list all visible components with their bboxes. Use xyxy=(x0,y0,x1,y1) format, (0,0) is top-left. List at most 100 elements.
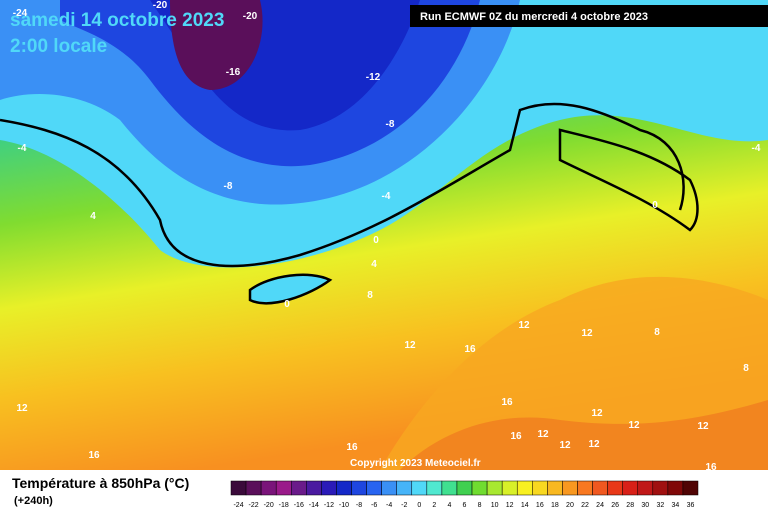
legend-label: 28 xyxy=(626,502,634,509)
contour-label: -4 xyxy=(382,191,391,202)
legend-label: 0 xyxy=(417,502,421,509)
legend-label: -2 xyxy=(401,502,407,509)
zero-isotherm xyxy=(248,273,333,305)
legend-swatch xyxy=(667,480,684,496)
contour-label: 12 xyxy=(581,328,593,339)
contour-label: 0 xyxy=(373,235,379,246)
legend-label: 6 xyxy=(463,502,467,509)
copyright: Copyright 2023 Meteociel.fr xyxy=(350,458,481,469)
legend-label: -18 xyxy=(279,502,289,509)
contour-label: 12 xyxy=(16,403,28,414)
contour-label: -16 xyxy=(226,67,241,78)
zero-isotherm xyxy=(558,128,699,232)
lead-time: (+240h) xyxy=(14,495,53,507)
legend-swatch xyxy=(260,480,277,496)
legend-swatch xyxy=(501,480,518,496)
contour-label: -8 xyxy=(224,181,233,192)
legend-swatch xyxy=(321,480,337,496)
legend-swatch xyxy=(637,480,654,496)
contour-label: -20 xyxy=(243,11,258,22)
contour-label: 16 xyxy=(510,431,522,442)
contour-label: -24 xyxy=(13,8,28,19)
contour-label: 8 xyxy=(367,290,373,301)
legend-swatch xyxy=(516,480,533,496)
contour-label: 0 xyxy=(652,200,658,211)
legend-label: -14 xyxy=(309,502,319,509)
legend-swatch xyxy=(441,480,458,496)
legend-swatch xyxy=(532,480,548,496)
contour-label: -20 xyxy=(153,0,168,11)
legend-label: -12 xyxy=(324,502,334,509)
time: 2:00 locale xyxy=(10,36,107,57)
legend-label: 14 xyxy=(521,502,529,509)
contour-label: 16 xyxy=(501,397,513,408)
legend-label: 30 xyxy=(641,502,649,509)
contour-label: -12 xyxy=(366,72,381,83)
legend-label: -8 xyxy=(356,502,362,509)
contour-label: 12 xyxy=(404,340,416,351)
legend-label: 10 xyxy=(491,502,499,509)
warm-zone xyxy=(400,400,768,470)
legend-label: 8 xyxy=(478,502,482,509)
contour-label: 12 xyxy=(588,439,600,450)
cold-core xyxy=(170,0,263,90)
legend-swatch xyxy=(547,480,563,496)
legend-swatch xyxy=(577,480,593,496)
legend-label: 32 xyxy=(656,502,664,509)
legend-label: 16 xyxy=(536,502,544,509)
run-info: Run ECMWF 0Z du mercredi 4 octobre 2023 xyxy=(420,11,648,23)
legend-swatch xyxy=(652,480,669,496)
legend-swatch xyxy=(426,480,443,496)
contour-label: 16 xyxy=(705,462,717,473)
legend-label: 24 xyxy=(596,502,604,509)
legend-label: 4 xyxy=(447,502,451,509)
contour-label: 12 xyxy=(628,420,640,431)
legend-label: -24 xyxy=(233,502,243,509)
legend-swatch xyxy=(411,480,428,496)
contour-label: -4 xyxy=(752,143,761,154)
legend-label: -10 xyxy=(339,502,349,509)
legend-label: 20 xyxy=(566,502,574,509)
legend-swatch xyxy=(245,480,262,496)
contour-label: 12 xyxy=(591,408,603,419)
legend-swatch xyxy=(366,480,382,496)
legend-label: -20 xyxy=(264,502,274,509)
legend-label: 18 xyxy=(551,502,559,509)
contour-label: 12 xyxy=(559,440,571,451)
legend-swatch xyxy=(351,480,367,496)
legend-label: 2 xyxy=(432,502,436,509)
legend-swatch xyxy=(592,480,608,496)
legend-swatch xyxy=(381,480,397,496)
legend-swatch xyxy=(456,480,473,496)
legend-label: -6 xyxy=(371,502,377,509)
legend-label: 26 xyxy=(611,502,619,509)
legend-swatch xyxy=(471,480,488,496)
contour-label: -4 xyxy=(18,143,27,154)
zero-isotherm xyxy=(0,102,685,268)
legend-swatch xyxy=(682,480,699,496)
contour-label: 16 xyxy=(88,450,100,461)
legend-label: -16 xyxy=(294,502,304,509)
legend-label: 36 xyxy=(687,502,695,509)
legend-label: 34 xyxy=(672,502,680,509)
contour-label: 8 xyxy=(743,363,749,374)
contour-labels: -24 -20 -20 -16 -12 -8 -8 -4 -4 -4 4 0 4 0 8 0 12 16 12 12 8… xyxy=(13,0,761,473)
legend-swatch xyxy=(607,480,623,496)
legend-swatch xyxy=(396,480,413,496)
legend-swatch xyxy=(306,480,322,496)
contour-label: 12 xyxy=(537,429,549,440)
contour-label: 0 xyxy=(284,299,290,310)
map: Run ECMWF 0Z du mercredi 4 octobre 2023 … xyxy=(0,0,768,470)
contour-label: 12 xyxy=(518,320,530,331)
contour-label: 8 xyxy=(654,327,660,338)
legend-swatch xyxy=(622,480,638,496)
run-banner xyxy=(410,5,768,27)
legend-label: 12 xyxy=(506,502,514,509)
legend-label: -4 xyxy=(386,502,392,509)
legend-label: 22 xyxy=(581,502,589,509)
date: samedi 14 octobre 2023 xyxy=(10,10,224,31)
footer-title: Température à 850hPa (°C) xyxy=(12,475,189,491)
contour-label: 16 xyxy=(346,442,358,453)
legend-swatch xyxy=(275,480,292,496)
